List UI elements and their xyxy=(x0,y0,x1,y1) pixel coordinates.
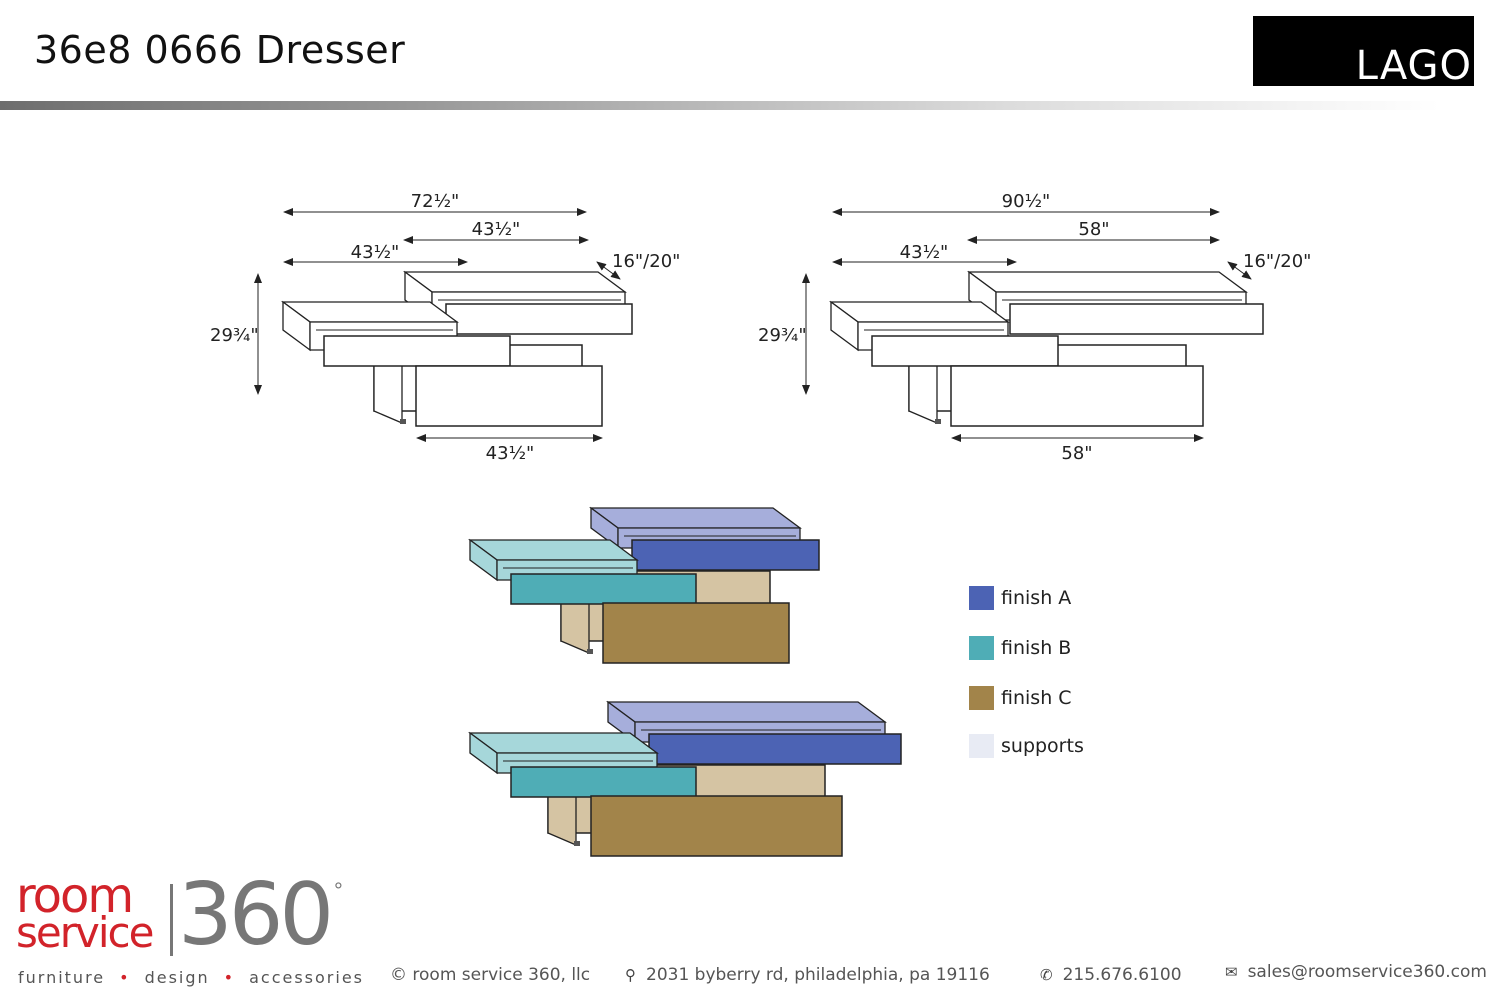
dim-depth: 16"/20" xyxy=(612,251,680,272)
email-link[interactable]: sales@roomservice360.com xyxy=(1247,962,1487,982)
legend-item-finish-b: finish B xyxy=(969,636,1071,660)
top-box-top xyxy=(589,507,802,529)
bottom-drawer-front xyxy=(415,365,603,427)
middle-box-top xyxy=(829,301,1010,323)
middle-drawer-front xyxy=(510,766,697,798)
phone-icon: ✆ xyxy=(1040,966,1053,984)
logo-service: service xyxy=(16,908,154,957)
top-drawer-front xyxy=(445,303,633,335)
phone[interactable]: ✆ 215.676.6100 xyxy=(1040,965,1182,985)
middle-drawer-front xyxy=(323,335,511,367)
dim-line-depth xyxy=(596,261,621,280)
address-text: 2031 byberry rd, philadelphia, pa 19116 xyxy=(646,965,990,985)
bottom-drawer-front xyxy=(602,602,790,664)
support-foot xyxy=(587,649,593,654)
top-box-top xyxy=(967,271,1248,293)
map-pin-icon: ⚲ xyxy=(625,966,636,984)
support-foot xyxy=(400,419,406,424)
legend-label: finish B xyxy=(1001,637,1072,659)
legend-label: finish A xyxy=(1001,587,1072,609)
middle-drawer-front xyxy=(510,573,697,605)
dimensions-large: 90½" 58" 43½" 16"/20" 29¾" 58" xyxy=(758,191,1311,464)
dim-overall-width: 90½" xyxy=(1002,191,1051,212)
tagline-dot: • xyxy=(223,968,236,987)
logo-degree: ° xyxy=(334,878,343,903)
dim-depth: 16"/20" xyxy=(1243,251,1311,272)
legend-label: finish C xyxy=(1001,687,1072,709)
tagline: furniture • design • accessories xyxy=(18,968,364,987)
lago-logo: LAGO xyxy=(1253,16,1474,86)
bottom-drawer-front xyxy=(950,365,1204,427)
header-divider xyxy=(0,101,1440,110)
middle-box-top xyxy=(281,301,459,323)
dimension-drawing-small xyxy=(281,270,633,427)
finish-drawing-small xyxy=(468,506,820,664)
top-box-top xyxy=(403,271,627,293)
address: ⚲ 2031 byberry rd, philadelphia, pa 19116 xyxy=(625,965,990,985)
logo-divider xyxy=(170,884,173,956)
tagline-furniture: furniture xyxy=(18,968,106,987)
dim-overall-width: 72½" xyxy=(411,191,460,212)
dim-line-depth xyxy=(1227,261,1252,280)
dimension-drawing-large xyxy=(829,270,1264,427)
legend-label: supports xyxy=(1001,735,1084,757)
tagline-accessories: accessories xyxy=(249,968,364,987)
logo-room: room xyxy=(16,868,134,924)
phone-text[interactable]: 215.676.6100 xyxy=(1062,965,1182,985)
finish-c-swatch xyxy=(969,686,994,710)
finish-drawing-large xyxy=(468,700,902,857)
logo-360: 360 xyxy=(178,865,334,965)
middle-box-top xyxy=(468,539,639,561)
middle-drawer-front xyxy=(871,335,1059,367)
legend-item-finish-c: finish C xyxy=(969,686,1072,710)
dim-height: 29¾" xyxy=(210,325,259,346)
lago-logo-text: LAGO xyxy=(1355,43,1472,89)
top-drawer-front xyxy=(648,733,902,765)
dim-top-width: 58" xyxy=(1078,219,1109,240)
legend-item-supports: supports xyxy=(969,734,1084,758)
dimensions-small: 72½" 43½" 43½" 16"/20" 29¾" 43½" xyxy=(210,191,680,464)
email[interactable]: ✉ sales@roomservice360.com xyxy=(1225,962,1487,982)
top-drawer-front xyxy=(1009,303,1264,335)
dim-top-width: 43½" xyxy=(472,219,521,240)
dim-middle-width: 43½" xyxy=(900,242,949,263)
finish-a-swatch xyxy=(969,586,994,610)
tagline-design: design xyxy=(144,968,210,987)
copyright: © room service 360, llc xyxy=(390,965,591,985)
support-foot xyxy=(935,419,941,424)
legend-item-finish-a: finish A xyxy=(969,586,1071,610)
envelope-icon: ✉ xyxy=(1225,963,1238,981)
dim-height: 29¾" xyxy=(758,325,807,346)
support-foot xyxy=(574,841,580,846)
top-drawer-front xyxy=(631,539,820,571)
page-title: 36e8 0666 Dresser xyxy=(34,28,406,72)
bottom-drawer-front xyxy=(590,795,843,857)
middle-box-top xyxy=(468,732,659,754)
dim-middle-width: 43½" xyxy=(351,242,400,263)
dim-bottom-width: 43½" xyxy=(486,443,535,464)
top-box-top xyxy=(606,701,887,723)
tagline-dot: • xyxy=(119,968,131,987)
supports-swatch xyxy=(969,734,994,758)
finish-b-swatch xyxy=(969,636,994,660)
dim-bottom-width: 58" xyxy=(1061,443,1092,464)
